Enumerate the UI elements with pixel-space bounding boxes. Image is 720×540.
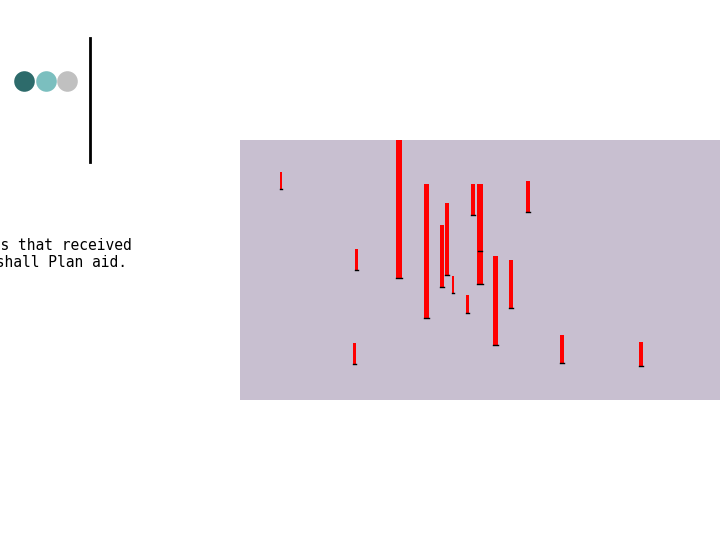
Bar bbox=[509, 260, 513, 308]
Bar bbox=[396, 124, 402, 278]
Bar bbox=[477, 184, 482, 284]
Bar bbox=[423, 184, 429, 318]
Bar bbox=[472, 184, 474, 215]
Bar bbox=[466, 295, 469, 313]
Bar bbox=[452, 276, 454, 293]
Point bbox=[40, 77, 51, 85]
Bar bbox=[478, 217, 482, 251]
Point bbox=[18, 77, 30, 85]
Bar bbox=[355, 249, 358, 270]
Point bbox=[61, 77, 73, 85]
Text: Nations that received
  Marshall Plan aid.: Nations that received Marshall Plan aid. bbox=[0, 238, 132, 270]
Bar bbox=[353, 343, 356, 364]
Bar bbox=[493, 256, 498, 346]
Bar bbox=[445, 204, 449, 275]
Bar bbox=[440, 225, 444, 287]
Bar bbox=[526, 181, 530, 212]
Bar bbox=[279, 172, 282, 189]
Bar bbox=[639, 342, 643, 366]
Bar bbox=[560, 335, 564, 363]
